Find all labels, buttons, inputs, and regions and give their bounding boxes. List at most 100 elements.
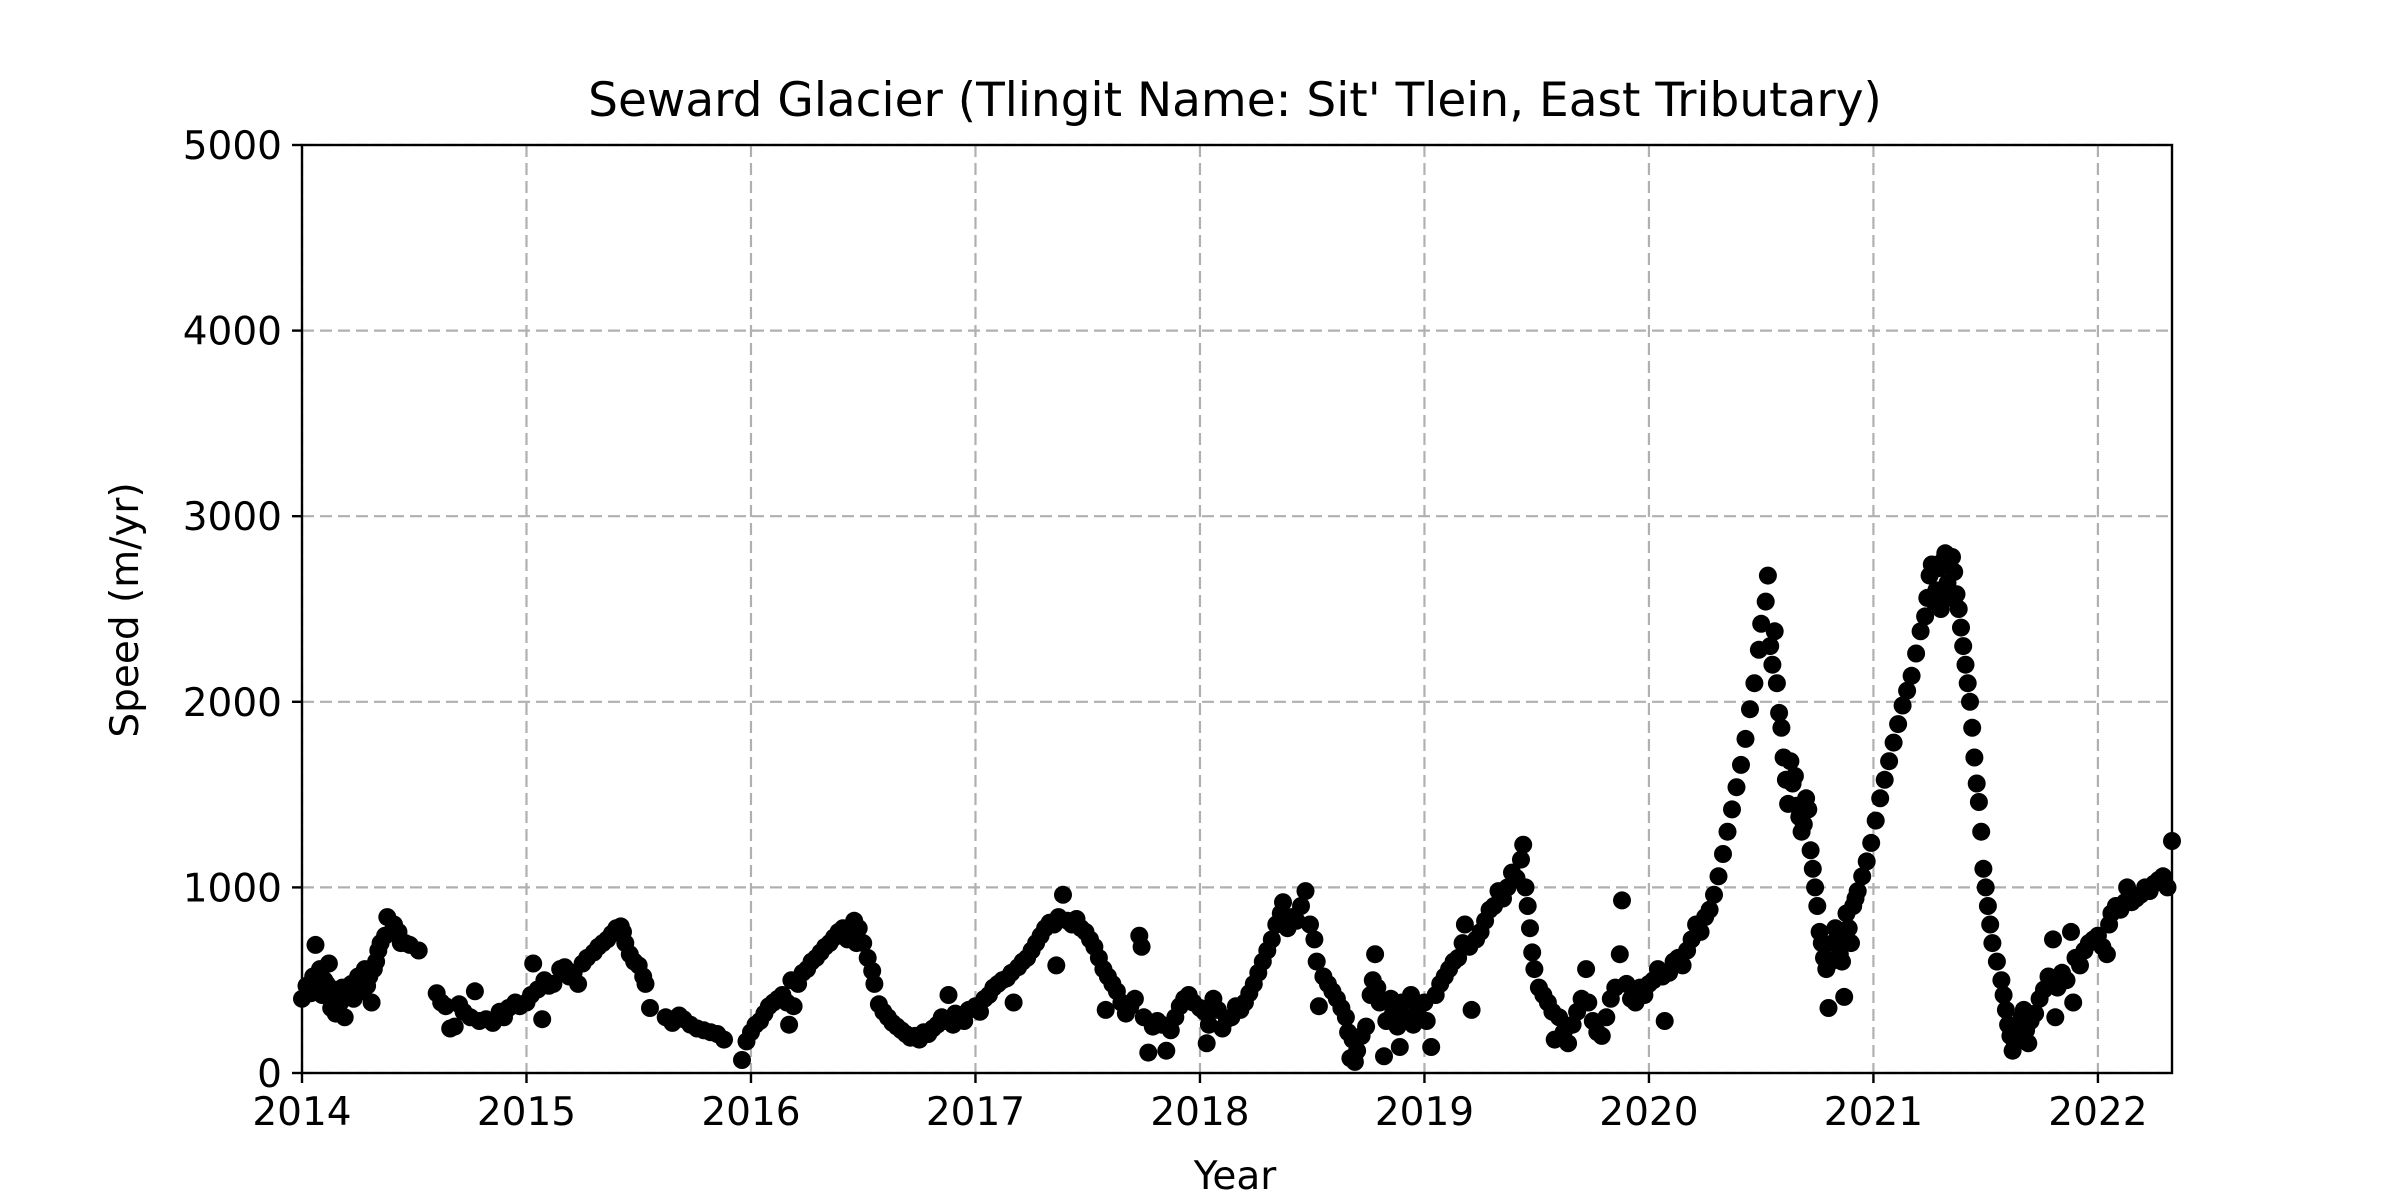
data-point: [1947, 585, 1966, 604]
axis-ticks: 2014 2015 2016 2017 2018 2019 2020 2021 2022 0 100…: [183, 124, 2148, 1135]
data-point: [1157, 1041, 1176, 1060]
data-point: [1613, 891, 1631, 910]
data-point: [445, 1017, 464, 1036]
data-point: [1756, 592, 1775, 611]
data-point: [1969, 793, 1988, 811]
y-tick-label: 1000: [183, 866, 282, 911]
data-point: [1287, 911, 1306, 930]
data-point: [1514, 835, 1533, 854]
data-point: [569, 974, 588, 993]
data-point: [1961, 692, 1979, 711]
data-point: [1952, 618, 1970, 637]
data-point: [1525, 960, 1544, 979]
data-point: [849, 919, 868, 938]
data-point: [1139, 1043, 1158, 1062]
x-tick-label: 2022: [2048, 1090, 2147, 1135]
data-point: [1449, 948, 1468, 967]
data-point: [1700, 900, 1719, 919]
data-point: [1577, 960, 1596, 979]
data-point: [1305, 930, 1324, 949]
data-point: [1949, 600, 1968, 618]
data-point: [319, 954, 338, 973]
data-point: [2071, 956, 2089, 975]
data-point: [1981, 915, 2000, 934]
data-point: [1833, 952, 1851, 971]
data-point: [533, 1010, 552, 1029]
data-point: [2026, 1004, 2045, 1023]
data-point: [1767, 674, 1786, 693]
data-point: [1752, 614, 1771, 633]
data-point: [2046, 1008, 2065, 1027]
data-point: [1054, 885, 1072, 904]
x-axis-label: Year: [1193, 1154, 1278, 1199]
x-tick-label: 2021: [1824, 1090, 1923, 1135]
data-point: [1785, 767, 1804, 785]
data-point: [1781, 752, 1800, 771]
data-point: [1889, 715, 1908, 734]
data-point: [1348, 1041, 1367, 1060]
x-tick-label: 2018: [1150, 1090, 1249, 1135]
data-point: [1047, 956, 1066, 975]
data-point: [1375, 1047, 1393, 1066]
data-point: [335, 1008, 354, 1027]
data-point: [306, 935, 325, 954]
data-point: [1523, 943, 1542, 962]
data-point: [1842, 934, 1860, 953]
data-point: [1597, 1008, 1616, 1027]
data-point: [1884, 733, 1903, 752]
data-point: [465, 982, 484, 1001]
data-point: [1983, 934, 2002, 953]
data-point: [1898, 681, 1917, 700]
data-point: [1770, 703, 1789, 722]
data-point: [1803, 859, 1822, 878]
data-point: [1610, 945, 1629, 964]
data-point: [1853, 867, 1872, 886]
data-point: [544, 974, 563, 993]
data-point: [1736, 729, 1755, 748]
x-tick-label: 2014: [252, 1090, 351, 1135]
data-point: [1794, 815, 1813, 834]
data-point: [1765, 622, 1784, 641]
data-point: [854, 934, 873, 953]
data-point: [1972, 822, 1991, 841]
data-point: [1945, 562, 1964, 581]
x-tick-label: 2020: [1599, 1090, 1698, 1135]
data-point: [1709, 867, 1728, 886]
data-point: [1965, 748, 1984, 767]
data-point: [1916, 607, 1935, 626]
data-point: [641, 999, 659, 1017]
data-point: [1875, 770, 1894, 789]
data-point: [1390, 1038, 1409, 1056]
data-point: [1404, 1015, 1423, 1034]
data-point: [1976, 878, 1995, 897]
x-tick-label: 2017: [926, 1090, 1025, 1135]
data-point: [1992, 971, 2011, 990]
data-point: [1958, 674, 1977, 693]
data-point: [1197, 1034, 1216, 1053]
chart-title: Seward Glacier (Tlingit Name: Sit' Tlein…: [588, 73, 1882, 128]
data-point: [1978, 897, 1997, 915]
data-point: [1673, 956, 1692, 975]
data-point: [1714, 845, 1732, 863]
data-point: [1866, 811, 1885, 830]
data-point: [715, 1030, 733, 1049]
data-point: [1292, 897, 1310, 915]
data-point: [1943, 548, 1961, 566]
data-point: [409, 941, 428, 960]
data-point: [1956, 655, 1975, 674]
data-point: [1911, 622, 1930, 641]
data-point: [1902, 666, 1921, 685]
data-point: [1336, 1008, 1355, 1027]
x-tick-label: 2019: [1375, 1090, 1474, 1135]
data-point: [1839, 919, 1858, 938]
y-tick-label: 5000: [183, 124, 282, 169]
data-point: [1655, 1012, 1674, 1030]
data-point: [1862, 833, 1881, 852]
data-point: [2064, 993, 2083, 1012]
data-points: [293, 544, 2181, 1071]
data-point: [865, 974, 884, 993]
data-point: [1516, 878, 1535, 897]
data-point: [1994, 986, 2013, 1004]
data-point: [1974, 859, 1993, 878]
data-point: [1732, 755, 1750, 774]
